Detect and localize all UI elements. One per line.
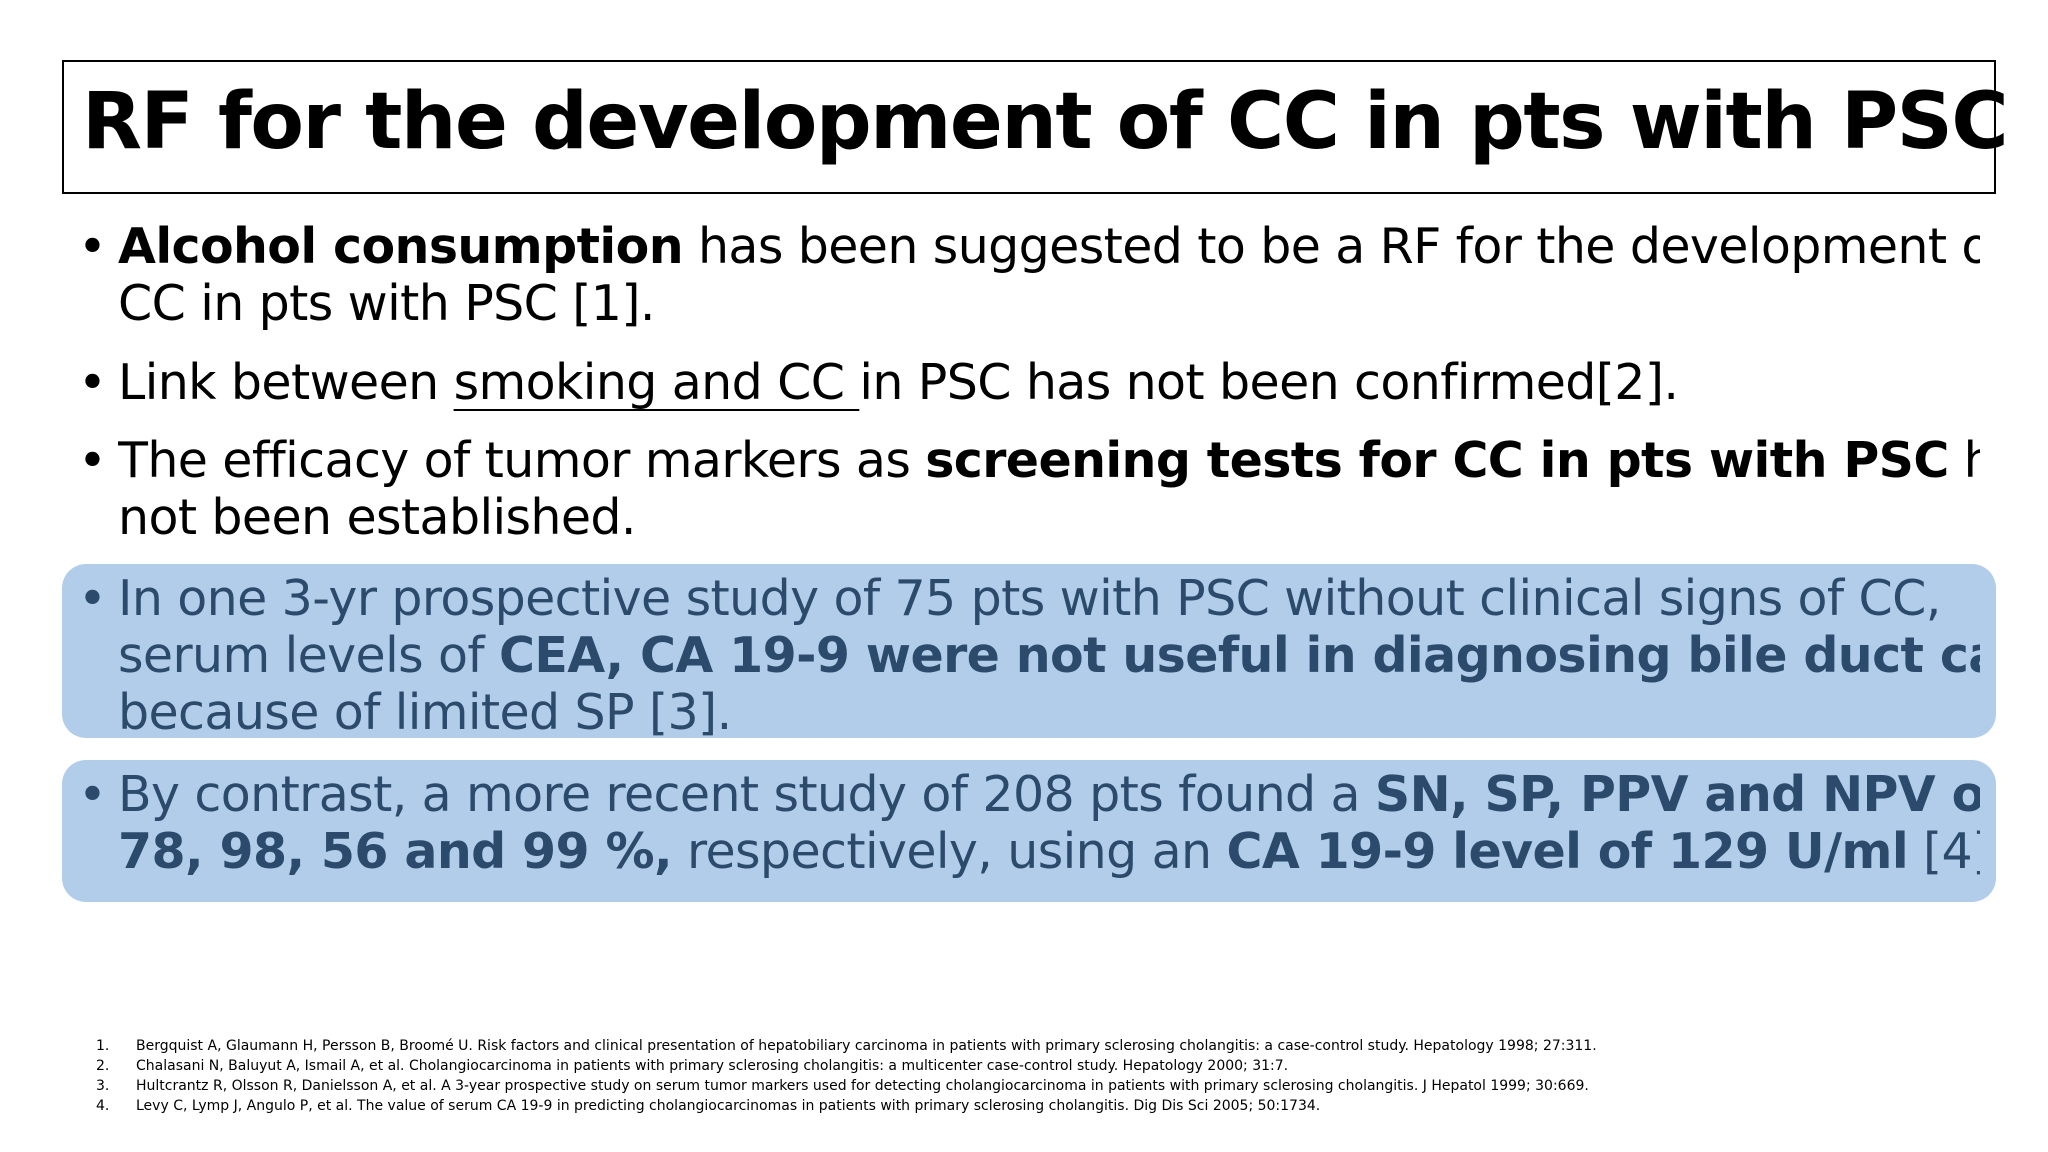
- text: Link between: [118, 354, 454, 411]
- bullet-line: CC in pts with PSC [1].: [118, 275, 655, 332]
- bullet-alcohol: • Alcohol consumption has been suggested…: [62, 218, 1996, 332]
- text: respectively, using an: [672, 823, 1227, 880]
- text: has been suggested to be a RF for the de…: [682, 218, 1980, 275]
- bold-text: CEA, CA 19-9 were not useful in diagnosi…: [499, 627, 1980, 684]
- reference-item: 3. Hultcrantz R, Olsson R, Danielsson A,…: [96, 1076, 1896, 1096]
- reference-item: 4. Levy C, Lymp J, Angulo P, et al. The …: [96, 1096, 1896, 1116]
- reference-number: 4.: [96, 1098, 110, 1114]
- underlined-text: smoking and CC: [453, 354, 860, 411]
- bullet-marker: •: [78, 570, 107, 627]
- bold-text: SN, SP, PPV and NPV of: [1374, 766, 1980, 823]
- bullet-marker: •: [78, 766, 107, 823]
- reference-item: 1. Bergquist A, Glaumann H, Persson B, B…: [96, 1036, 1896, 1056]
- reference-text: Bergquist A, Glaumann H, Persson B, Broo…: [136, 1038, 1597, 1054]
- bold-text: 78, 98, 56 and 99 %,: [118, 823, 673, 880]
- bullet-line: Link between smoking and CC in PSC has n…: [118, 354, 1980, 411]
- reference-text: Levy C, Lymp J, Angulo P, et al. The val…: [136, 1098, 1321, 1114]
- text: has: [1963, 432, 1980, 489]
- bold-text: CA 19-9 level of 129 U/ml: [1226, 823, 1909, 880]
- highlight-bullet-recent-study: • By contrast, a more recent study of 20…: [62, 760, 1996, 902]
- text: The efficacy of tumor markers as: [118, 432, 926, 489]
- reference-item: 2. Chalasani N, Baluyut A, Ismail A, et …: [96, 1056, 1896, 1076]
- text: in PSC has not been confirmed[2].: [859, 354, 1679, 411]
- text: [4].: [1923, 823, 1980, 880]
- bullet-line: because of limited SP [3].: [118, 684, 732, 741]
- bold-text: Alcohol consumption: [118, 218, 684, 275]
- bold-text: screening tests for CC in pts with PSC: [925, 432, 1949, 489]
- text: serum levels of: [118, 627, 500, 684]
- bullet-marker: •: [78, 218, 107, 275]
- bullet-line: 78, 98, 56 and 99 %, respectively, using…: [118, 823, 1980, 880]
- bullet-line: By contrast, a more recent study of 208 …: [118, 766, 1980, 823]
- slide-title: RF for the development of CC in pts with…: [82, 77, 2009, 167]
- reference-text: Hultcrantz R, Olsson R, Danielsson A, et…: [136, 1078, 1589, 1094]
- bullet-line: Alcohol consumption has been suggested t…: [118, 218, 1980, 275]
- highlight-bullet-3yr-study: • In one 3-yr prospective study of 75 pt…: [62, 564, 1996, 741]
- reference-number: 2.: [96, 1058, 110, 1074]
- bullet-marker: •: [78, 354, 107, 411]
- bullet-tumor-markers: • The efficacy of tumor markers as scree…: [62, 432, 1996, 546]
- bullet-line: The efficacy of tumor markers as screeni…: [118, 432, 1980, 489]
- bullet-smoking: • Link between smoking and CC in PSC has…: [62, 354, 1996, 411]
- references-list: 1. Bergquist A, Glaumann H, Persson B, B…: [96, 1036, 1896, 1116]
- bullet-line: serum levels of CEA, CA 19-9 were not us…: [118, 627, 1980, 684]
- bullet-line: In one 3-yr prospective study of 75 pts …: [118, 570, 1941, 627]
- text: By contrast, a more recent study of 208 …: [118, 766, 1375, 823]
- bullet-marker: •: [78, 432, 107, 489]
- title-box: RF for the development of CC in pts with…: [62, 60, 2009, 194]
- reference-text: Chalasani N, Baluyut A, Ismail A, et al.…: [136, 1058, 1289, 1074]
- bullet-line: not been established.: [118, 489, 637, 546]
- reference-number: 3.: [96, 1078, 110, 1094]
- reference-number: 1.: [96, 1038, 110, 1054]
